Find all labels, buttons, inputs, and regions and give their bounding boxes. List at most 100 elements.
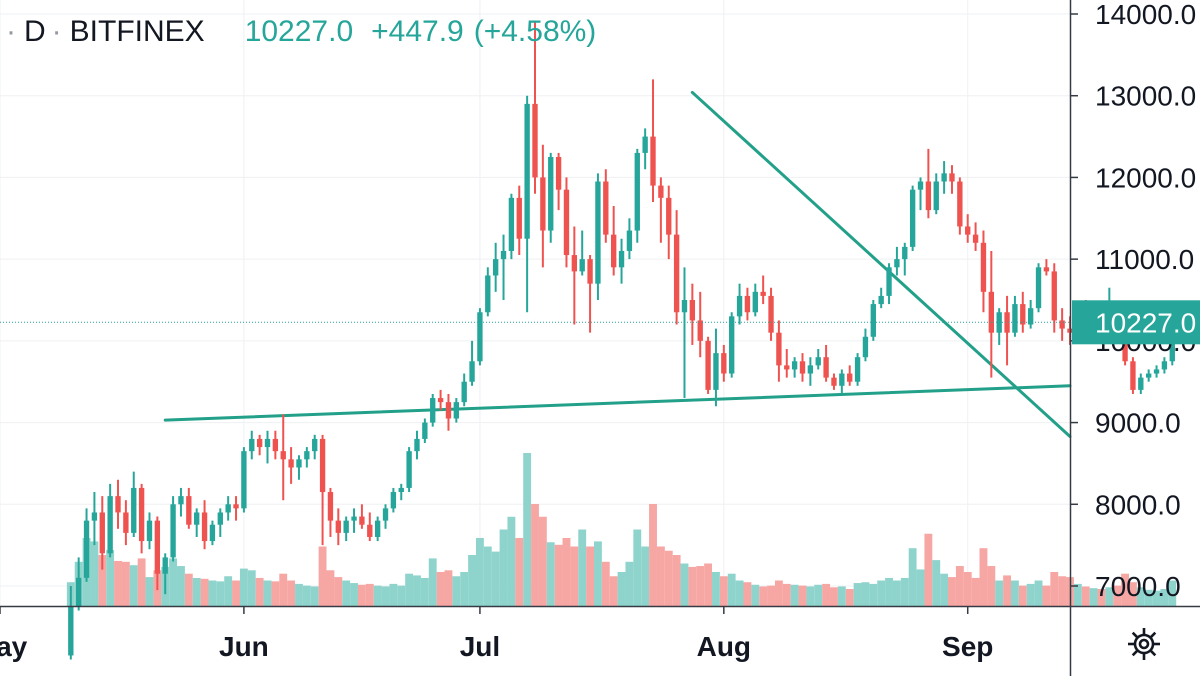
candle-body (1043, 267, 1050, 272)
volume-bar (302, 585, 311, 606)
volume-bar (1073, 583, 1082, 606)
candle-body (658, 185, 664, 198)
volume-bar (1081, 586, 1090, 606)
candle-body (815, 357, 821, 366)
candle-body (83, 520, 90, 578)
candle-body (862, 336, 869, 358)
volume-bar (735, 580, 744, 606)
candle-body (241, 451, 247, 509)
volume-bar (869, 583, 878, 606)
volume-bar (121, 561, 130, 606)
volume-bar (641, 546, 650, 606)
candle-body (799, 361, 806, 374)
volume-bar (853, 583, 862, 606)
volume-bar (192, 577, 201, 606)
volume-bar (114, 560, 122, 606)
volume-bar (837, 586, 846, 606)
candlesticks (68, 22, 1175, 660)
candle-body (99, 512, 105, 554)
volume-bar (1121, 573, 1130, 606)
candle-body (587, 259, 593, 284)
candle-body (461, 381, 467, 403)
candle-body (131, 487, 137, 533)
volume-bar (247, 570, 256, 606)
candle-body (807, 365, 814, 374)
candle-body (965, 226, 971, 235)
volume-bar (428, 558, 437, 606)
candle-body (776, 332, 782, 366)
volume-bar (1003, 575, 1011, 606)
trendlines[interactable] (163, 90, 1072, 438)
volume-bar (310, 586, 319, 606)
candle-body (107, 496, 113, 554)
volume-bar (672, 555, 681, 606)
legend-last-price: 10227.0 (244, 15, 354, 48)
candle-body (477, 312, 483, 362)
candle-body (705, 340, 711, 390)
candle-body (123, 512, 129, 533)
volume-bar (609, 576, 618, 606)
volume-bar (861, 582, 870, 606)
legend-change: +447.9 (371, 15, 464, 48)
candle-body (178, 496, 184, 505)
trendline[interactable] (690, 90, 1072, 438)
candle-body (571, 255, 578, 272)
volume-bar (263, 580, 272, 606)
candle-body (430, 398, 436, 423)
volume-bar (562, 538, 571, 606)
candle-body (949, 173, 955, 182)
volume-bar (499, 529, 508, 606)
volume-bar (822, 583, 831, 606)
candle-body (1004, 312, 1010, 333)
volume-bar (1026, 583, 1035, 606)
candle-body (319, 438, 326, 493)
candle-body (902, 246, 908, 260)
y-tick-label: 8000.0 (1095, 489, 1181, 520)
candle-body (847, 373, 853, 382)
volume-bar (483, 546, 492, 606)
volume-bar (594, 541, 602, 606)
candle-body (595, 181, 601, 284)
volume-bar (617, 572, 626, 606)
trendline[interactable] (163, 384, 1072, 422)
volume-bar (633, 529, 642, 606)
candle-body (485, 275, 491, 313)
volume-bar (287, 580, 296, 606)
candle-body (154, 520, 161, 574)
legend-interval[interactable]: D (24, 15, 46, 48)
volume-bar (955, 566, 964, 606)
candle-body (980, 242, 987, 292)
candle-body (854, 357, 861, 382)
candle-body (453, 402, 459, 419)
candle-body (634, 152, 640, 231)
volume-bar (255, 577, 264, 606)
candle-body (115, 496, 121, 513)
candle-body (925, 181, 932, 211)
candle-body (524, 103, 530, 239)
candle-body (217, 512, 223, 525)
candle-body (1138, 377, 1144, 390)
y-tick-label: 9000.0 (1095, 408, 1181, 439)
candle-body (209, 524, 216, 542)
volume-bar (578, 529, 587, 606)
last-price-tag: 10227.0 (1072, 300, 1200, 345)
volume-bar (373, 585, 382, 606)
y-tick-label: 11000.0 (1095, 244, 1194, 275)
volume-bar (664, 550, 673, 606)
candle-body (170, 504, 176, 558)
volume-bar (224, 576, 233, 606)
volume-bar (326, 570, 335, 606)
volume-bar (774, 580, 783, 606)
candle-body (1161, 361, 1168, 370)
volume-bar (475, 538, 484, 606)
candle-body (548, 157, 554, 231)
volume-bars (66, 453, 1177, 606)
candle-body (642, 136, 648, 153)
gear-icon[interactable] (1118, 618, 1170, 670)
candle-body (611, 234, 617, 268)
candle-body (288, 459, 294, 468)
candle-body (1012, 304, 1018, 333)
volume-bar (98, 555, 107, 606)
